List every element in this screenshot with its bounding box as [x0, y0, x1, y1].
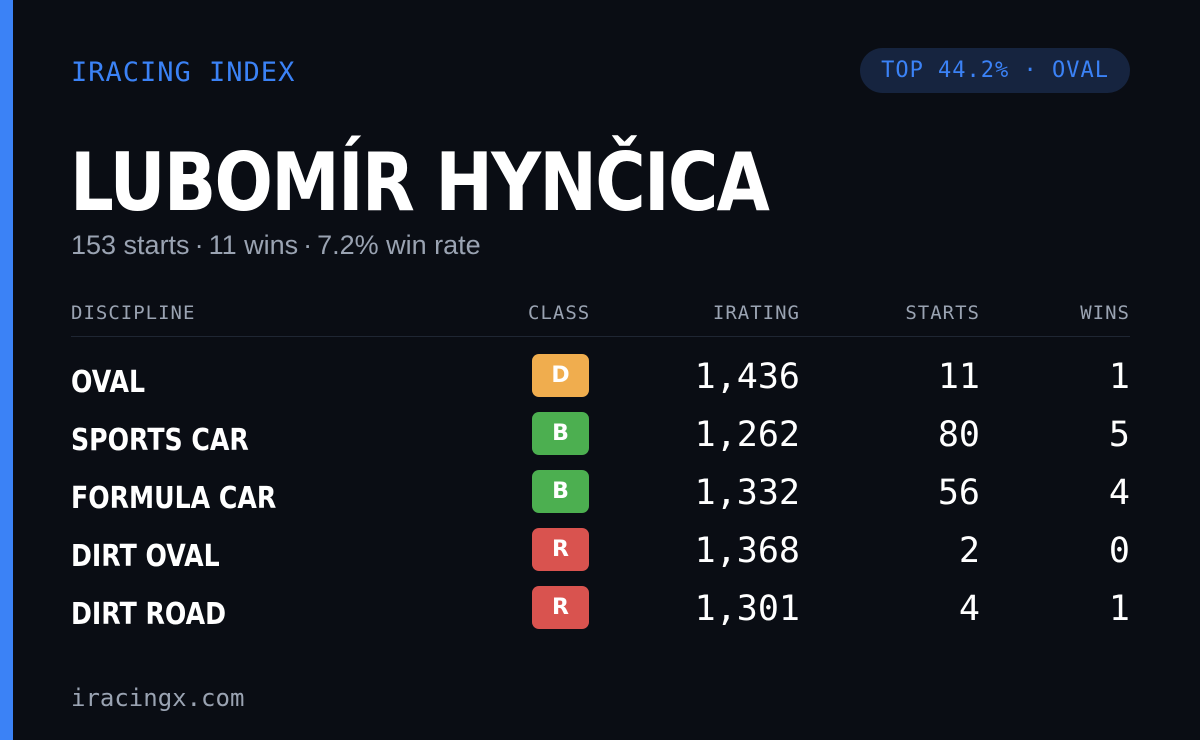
row-wins: 5	[1108, 415, 1130, 455]
row-starts: 56	[937, 473, 980, 513]
row-starts: 11	[937, 357, 980, 397]
summary-win-rate: 7.2% win rate	[317, 230, 481, 260]
header-discipline: DISCIPLINE	[71, 302, 196, 324]
summary-line: 153 starts · 11 wins · 7.2% win rate	[71, 228, 481, 262]
driver-name: LUBOMÍR HYNČICA	[70, 136, 770, 229]
brand-title: IRACING INDEX	[71, 57, 296, 88]
summary-wins: 11 wins	[208, 230, 299, 260]
row-wins: 1	[1108, 589, 1130, 629]
footer-url: iracingx.com	[71, 684, 245, 712]
row-starts: 2	[958, 531, 980, 571]
row-irating: 1,368	[694, 531, 800, 571]
row-wins: 4	[1108, 473, 1130, 513]
row-discipline: FORMULA CAR	[71, 481, 277, 516]
class-badge: B	[532, 470, 589, 513]
summary-separator: ·	[194, 230, 204, 260]
rank-badge: TOP 44.2% · OVAL	[860, 48, 1130, 93]
table-row: OVAL D 1,436 11 1	[0, 354, 1200, 412]
class-badge: R	[532, 528, 589, 571]
header-divider	[71, 336, 1130, 337]
row-discipline: SPORTS CAR	[71, 423, 249, 458]
header-class: CLASS	[528, 302, 591, 324]
row-irating: 1,332	[694, 473, 800, 513]
summary-separator: ·	[303, 230, 313, 260]
table-row: DIRT ROAD R 1,301 4 1	[0, 586, 1200, 644]
row-wins: 1	[1108, 357, 1130, 397]
row-irating: 1,262	[694, 415, 800, 455]
table-row: SPORTS CAR B 1,262 80 5	[0, 412, 1200, 470]
header-wins: WINS	[1080, 302, 1130, 324]
header-irating: IRATING	[712, 302, 800, 324]
row-irating: 1,436	[694, 357, 800, 397]
row-discipline: DIRT OVAL	[71, 539, 220, 574]
summary-starts: 153 starts	[71, 230, 190, 260]
accent-bar	[0, 0, 13, 740]
header-starts: STARTS	[905, 302, 980, 324]
row-discipline: OVAL	[71, 365, 146, 400]
class-badge: B	[532, 412, 589, 455]
row-irating: 1,301	[694, 589, 800, 629]
class-badge: D	[532, 354, 589, 397]
row-discipline: DIRT ROAD	[71, 597, 227, 632]
table-row: FORMULA CAR B 1,332 56 4	[0, 470, 1200, 528]
table-row: DIRT OVAL R 1,368 2 0	[0, 528, 1200, 586]
row-wins: 0	[1108, 531, 1130, 571]
row-starts: 4	[958, 589, 980, 629]
row-starts: 80	[937, 415, 980, 455]
class-badge: R	[532, 586, 589, 629]
